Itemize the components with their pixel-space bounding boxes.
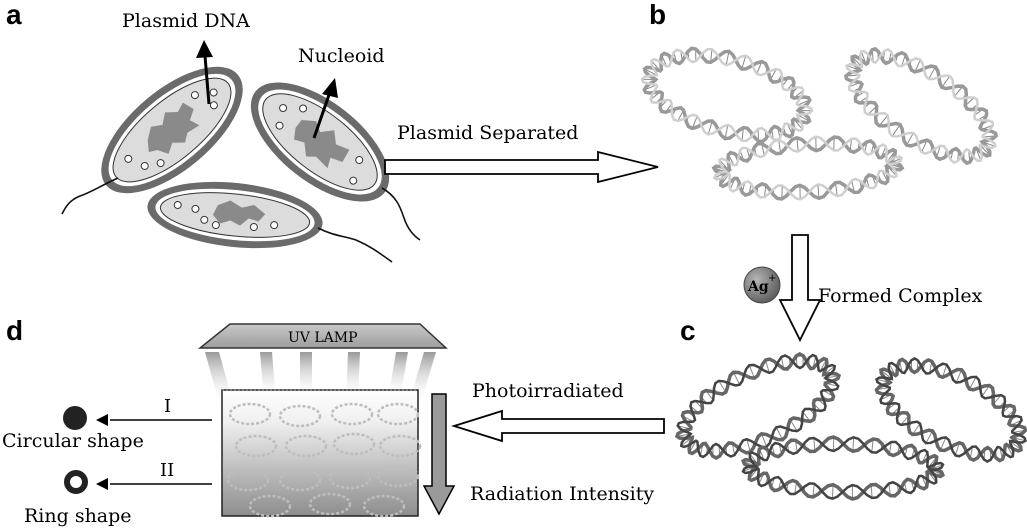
label-plasmid-separated: Plasmid Separated <box>397 122 578 144</box>
complex-ring <box>674 352 842 460</box>
ag-ion-ball <box>743 266 781 304</box>
tank-plasmid-cloud <box>226 468 270 492</box>
uv-beams <box>205 352 436 406</box>
label-ag-charge: + <box>768 273 776 284</box>
tank-plasmid-cloud <box>248 494 292 518</box>
plasmid-pointer-line <box>203 55 211 105</box>
nucleoid-shape <box>147 102 200 154</box>
tank-plasmid-cloud <box>278 404 322 428</box>
nucleoid-shape <box>212 200 266 226</box>
uv-reactor: UV LAMP <box>197 323 448 518</box>
label-radiation-intensity: Radiation Intensity <box>470 483 654 505</box>
nucleoid-pointer-line <box>312 91 332 139</box>
tank-plasmid-cloud <box>376 464 420 488</box>
label-ag: Ag <box>747 279 769 295</box>
flagellum-3 <box>317 227 393 263</box>
tank-plasmid-cloud <box>328 466 372 490</box>
flagellum-1 <box>61 177 119 215</box>
arrow-plasmid-separated <box>384 150 659 184</box>
label-formed-complex: Formed Complex <box>818 285 983 307</box>
tank-plasmid-cloud <box>330 402 374 426</box>
label-route-ii: II <box>160 460 174 481</box>
ring-shape-icon <box>64 470 88 494</box>
plasmid-ring <box>711 135 905 201</box>
plasmid-pointer-head <box>196 40 213 58</box>
plasmid-rings-c <box>674 352 1027 501</box>
panel-label-d: d <box>6 315 23 346</box>
plasmid-ring <box>640 46 814 144</box>
tank-plasmid-cloud <box>308 492 352 516</box>
tank-plasmid-cloud <box>228 402 272 426</box>
tank-plasmid-cloud <box>234 434 278 458</box>
plasmid-rings-b <box>640 46 999 201</box>
route-ii-arrowhead <box>96 478 108 490</box>
tank-plasmid-clouds <box>226 402 422 518</box>
arrow-radiation-intensity <box>422 393 456 516</box>
tank-plasmid-cloud <box>378 434 422 458</box>
bacteria-group <box>61 66 421 263</box>
panel-label-b: b <box>649 0 666 30</box>
nucleoid-shape <box>294 120 350 169</box>
route-i-arrowhead <box>96 414 108 426</box>
label-plasmid-dna: Plasmid DNA <box>122 10 250 32</box>
flagellum-2 <box>381 187 421 241</box>
panel-label-a: a <box>6 0 22 30</box>
bacterium-cell-2 <box>250 82 390 202</box>
arrow-photoirradiated <box>450 409 665 443</box>
label-photoirradiated: Photoirradiated <box>472 380 624 402</box>
label-ring-shape: Ring shape <box>24 505 132 527</box>
tank-plasmid-cloud <box>278 468 322 492</box>
label-route-i: I <box>164 396 171 417</box>
nucleoid-pointer-head <box>322 78 338 98</box>
label-nucleoid: Nucleoid <box>298 45 385 67</box>
arrow-formed-complex <box>778 234 822 343</box>
uv-lamp <box>197 323 448 349</box>
circular-shape-icon <box>63 406 87 430</box>
tank-plasmid-cloud <box>284 434 328 458</box>
complex-ring <box>874 357 1027 463</box>
bacterium-cell-3 <box>147 181 323 249</box>
label-circular-shape: Circular shape <box>2 430 144 452</box>
complex-ring <box>741 435 945 501</box>
tank-plasmid-cloud <box>376 402 420 426</box>
tank-plasmid-cloud <box>332 432 376 456</box>
tank-plasmid-cloud <box>362 494 406 518</box>
label-uv-lamp: UV LAMP <box>288 330 358 346</box>
panel-label-c: c <box>680 315 696 346</box>
plasmid-ring <box>843 46 999 166</box>
